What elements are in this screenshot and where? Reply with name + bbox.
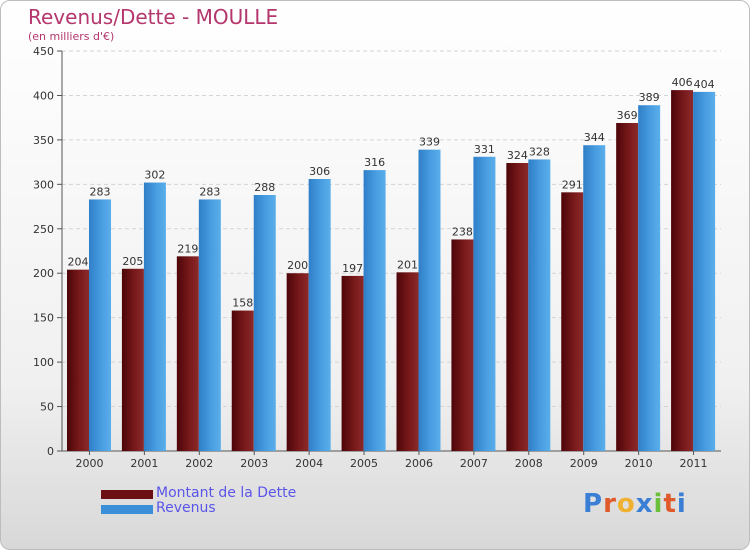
data-label-revenus: 331 — [474, 143, 495, 156]
bar-revenus — [363, 170, 386, 451]
data-label-dette: 205 — [122, 255, 143, 268]
bar-revenus — [528, 159, 551, 451]
bar-dette — [561, 192, 584, 452]
y-tick-label: 100 — [33, 356, 54, 369]
bar-dette — [176, 256, 199, 451]
chart-subtitle: (en milliers d'€) — [28, 30, 115, 43]
data-label-revenus: 339 — [419, 136, 440, 149]
y-tick-label: 350 — [33, 134, 54, 147]
y-tick-label: 250 — [33, 223, 54, 236]
data-label-revenus: 328 — [529, 145, 550, 158]
data-label-dette: 197 — [342, 262, 363, 275]
x-tick-label: 2009 — [570, 457, 598, 470]
data-label-revenus: 288 — [254, 181, 275, 194]
bar-dette — [616, 123, 639, 451]
logo-letter: i — [653, 489, 664, 519]
legend-swatch-dette — [101, 490, 153, 499]
data-label-dette: 238 — [452, 225, 473, 238]
bar-dette — [671, 90, 694, 451]
x-tick-label: 2004 — [295, 457, 323, 470]
chart-title: Revenus/Dette - MOULLE — [28, 5, 279, 29]
data-label-revenus: 302 — [144, 169, 165, 182]
legend-label-dette: Montant de la Dette — [156, 485, 297, 501]
y-tick-label: 400 — [33, 89, 54, 102]
bar-dette — [341, 275, 364, 451]
data-label-dette: 406 — [672, 76, 693, 89]
logo-letter: t — [663, 489, 677, 519]
y-tick-label: 200 — [33, 267, 54, 280]
logo-letter: P — [583, 489, 604, 519]
data-label-dette: 324 — [507, 149, 528, 162]
proxiti-logo: Proxiti — [583, 489, 687, 519]
data-label-revenus: 389 — [639, 91, 660, 104]
data-label-revenus: 344 — [584, 131, 605, 144]
y-tick-label: 0 — [47, 445, 54, 458]
data-label-revenus: 283 — [199, 185, 220, 198]
bar-revenus — [253, 195, 276, 451]
data-label-revenus: 404 — [694, 78, 715, 91]
bar-revenus — [143, 182, 166, 452]
x-tick-label: 2001 — [130, 457, 158, 470]
data-label-dette: 204 — [68, 256, 89, 269]
x-tick-label: 2005 — [350, 457, 378, 470]
bar-revenus — [89, 199, 111, 451]
y-tick-label: 300 — [33, 178, 54, 191]
data-label-dette: 201 — [397, 258, 418, 271]
y-tick-label: 450 — [33, 45, 54, 58]
legend-swatch-revenus — [101, 505, 153, 514]
x-tick-label: 2008 — [515, 457, 543, 470]
bar-dette — [506, 163, 529, 451]
bar-revenus — [638, 105, 661, 451]
bar-revenus — [418, 149, 441, 451]
x-tick-label: 2010 — [625, 457, 653, 470]
data-label-dette: 158 — [232, 297, 253, 310]
bar-dette — [286, 273, 309, 451]
logo-letter: r — [603, 489, 617, 519]
bar-dette — [121, 268, 144, 451]
x-tick-label: 2002 — [185, 457, 213, 470]
data-label-dette: 200 — [287, 259, 308, 272]
data-label-revenus: 306 — [309, 165, 330, 178]
data-label-revenus: 316 — [364, 156, 385, 169]
x-tick-label: 2011 — [680, 457, 708, 470]
data-label-revenus: 283 — [90, 185, 111, 198]
bar-dette — [231, 310, 254, 451]
bar-revenus — [198, 199, 221, 451]
x-tick-label: 2000 — [75, 457, 103, 470]
bar-dette — [396, 272, 419, 451]
x-tick-label: 2007 — [460, 457, 488, 470]
x-tick-label: 2003 — [240, 457, 268, 470]
data-label-dette: 219 — [177, 242, 198, 255]
bar-dette — [67, 269, 89, 451]
data-label-dette: 291 — [562, 178, 583, 191]
bar-revenus — [693, 91, 716, 451]
logo-letter: o — [616, 489, 636, 519]
x-tick-label: 2006 — [405, 457, 433, 470]
data-label-dette: 369 — [617, 109, 638, 122]
logo-letter: x — [635, 489, 654, 519]
logo-letter: i — [676, 489, 687, 519]
y-tick-label: 50 — [40, 401, 54, 414]
y-tick-label: 150 — [33, 312, 54, 325]
legend-label-revenus: Revenus — [156, 500, 216, 516]
bar-revenus — [308, 179, 331, 451]
bar-revenus — [583, 145, 606, 451]
bar-dette — [451, 239, 474, 451]
bar-revenus — [473, 156, 496, 451]
